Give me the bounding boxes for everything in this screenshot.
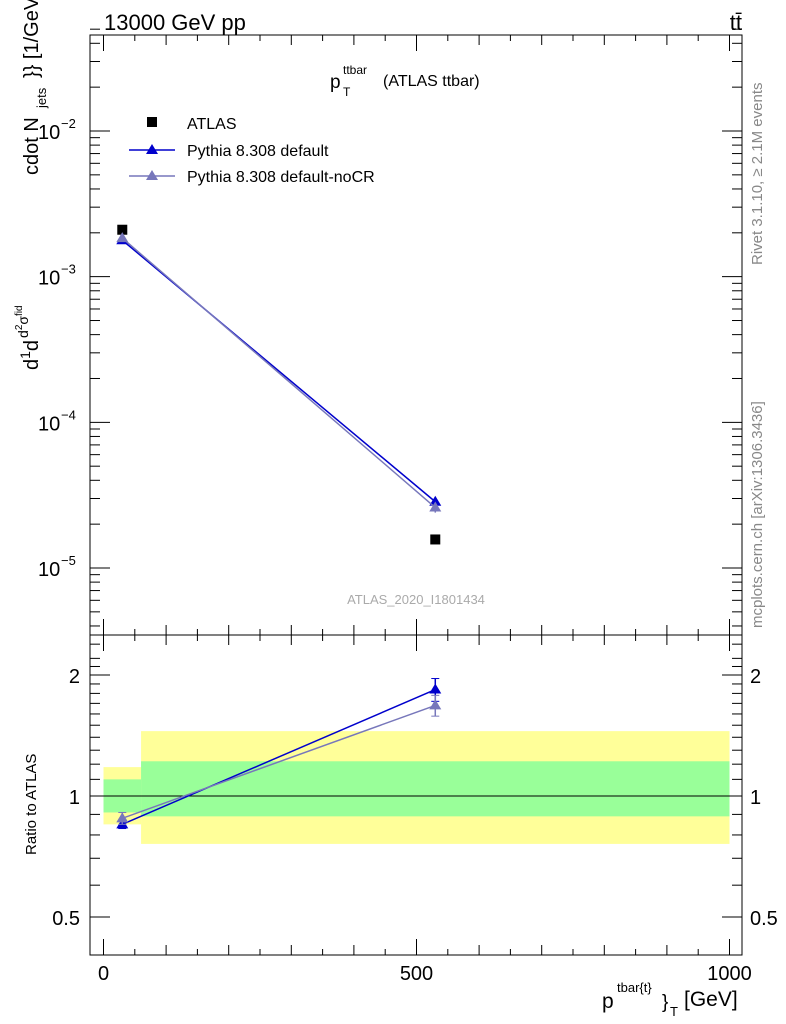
- title-p: p: [330, 72, 341, 93]
- main-ylabel: d1dd2σfid cdot N jets }} [1/GeV]: [14, 0, 49, 370]
- xtick-label: 500: [400, 963, 433, 985]
- title-rest: (ATLAS ttbar): [383, 73, 480, 90]
- ratio-point: [429, 699, 442, 710]
- xlabel-unit: [GeV]: [684, 988, 738, 1011]
- title-sup: ttbar: [343, 63, 367, 77]
- main-plot-title: p ttbar T (ATLAS ttbar): [330, 63, 480, 99]
- xaxis-label: p tbar{t} } T [GeV]: [602, 980, 738, 1019]
- analysis-watermark: ATLAS_2020_I1801434: [347, 592, 485, 607]
- ratio-ytick-label-right: 2: [750, 666, 761, 688]
- main-ylabel-head: d1dd2σfid: [14, 305, 43, 370]
- main-series-line: [121, 237, 436, 509]
- ratio-ytick-label-right: 0.5: [750, 908, 778, 930]
- ratio-bands: [90, 731, 742, 844]
- xlabel-sub: }: [662, 992, 668, 1013]
- main-ytick-exp: −4: [61, 407, 76, 422]
- main-plot-ticks: 10−210−310−410−5: [38, 28, 742, 645]
- ratio-band-inner: [141, 761, 730, 817]
- xlabel-sup: tbar{t}: [617, 980, 652, 995]
- legend-label-atlas: ATLAS: [187, 116, 237, 133]
- main-point-mc: [116, 232, 129, 243]
- main-ytick-label: 10: [38, 413, 60, 435]
- legend: ATLAS Pythia 8.308 default Pythia 8.308 …: [129, 116, 375, 186]
- main-ytick-exp: −3: [61, 262, 76, 277]
- legend-marker-atlas: [147, 117, 157, 127]
- main-ytick-label: 10: [38, 122, 60, 144]
- legend-marker-nocr: [146, 170, 158, 180]
- ratio-point: [429, 683, 442, 694]
- ratio-ytick-label: 1: [69, 787, 80, 809]
- main-plot-data: [116, 224, 442, 545]
- header-left: 13000 GeV pp: [104, 10, 246, 35]
- xlabel-p: p: [602, 990, 614, 1013]
- ratio-series-line: [122, 704, 436, 820]
- header-right: tt̄: [730, 10, 742, 35]
- main-ytick-label: 10: [38, 268, 60, 290]
- main-ylabel-sub: jets: [34, 87, 49, 109]
- main-ytick-label: 10: [38, 559, 60, 581]
- main-point-atlas: [117, 224, 128, 235]
- ratio-ytick-label: 0.5: [52, 908, 80, 930]
- ratio-plot-ticks: 2 2 1 1 0.5 0.5 0 500 1000: [52, 635, 778, 985]
- legend-label-nocr: Pythia 8.308 default-noCR: [187, 169, 375, 186]
- main-point-atlas: [430, 534, 441, 545]
- legend-marker-default: [146, 144, 158, 154]
- ratio-series-line: [121, 688, 436, 826]
- ratio-plot-data: [116, 678, 442, 830]
- main-ylabel-unit: }} [1/GeV]: [21, 0, 43, 78]
- main-point-mc: [429, 501, 442, 512]
- ratio-point: [116, 812, 129, 823]
- ratio-ytick-label: 2: [69, 666, 80, 688]
- rivet-label: Rivet 3.1.10, ≥ 2.1M events: [749, 83, 766, 266]
- xtick-label: 0: [98, 963, 109, 985]
- xtick-label: 1000: [707, 963, 752, 985]
- main-ytick-exp: −5: [61, 553, 76, 568]
- legend-label-default: Pythia 8.308 default: [187, 143, 329, 160]
- main-point-mc: [429, 495, 442, 506]
- title-sub: T: [343, 85, 351, 99]
- ratio-ylabel: Ratio to ATLAS: [23, 754, 40, 855]
- mcplots-label: mcplots.cern.ch [arXiv:1306.3436]: [749, 401, 766, 628]
- xlabel-subT: T: [670, 1004, 678, 1019]
- ratio-ytick-label-right: 1: [750, 787, 761, 809]
- main-ylabel-tail: cdot N: [21, 117, 43, 175]
- main-ytick-exp: −2: [61, 116, 76, 131]
